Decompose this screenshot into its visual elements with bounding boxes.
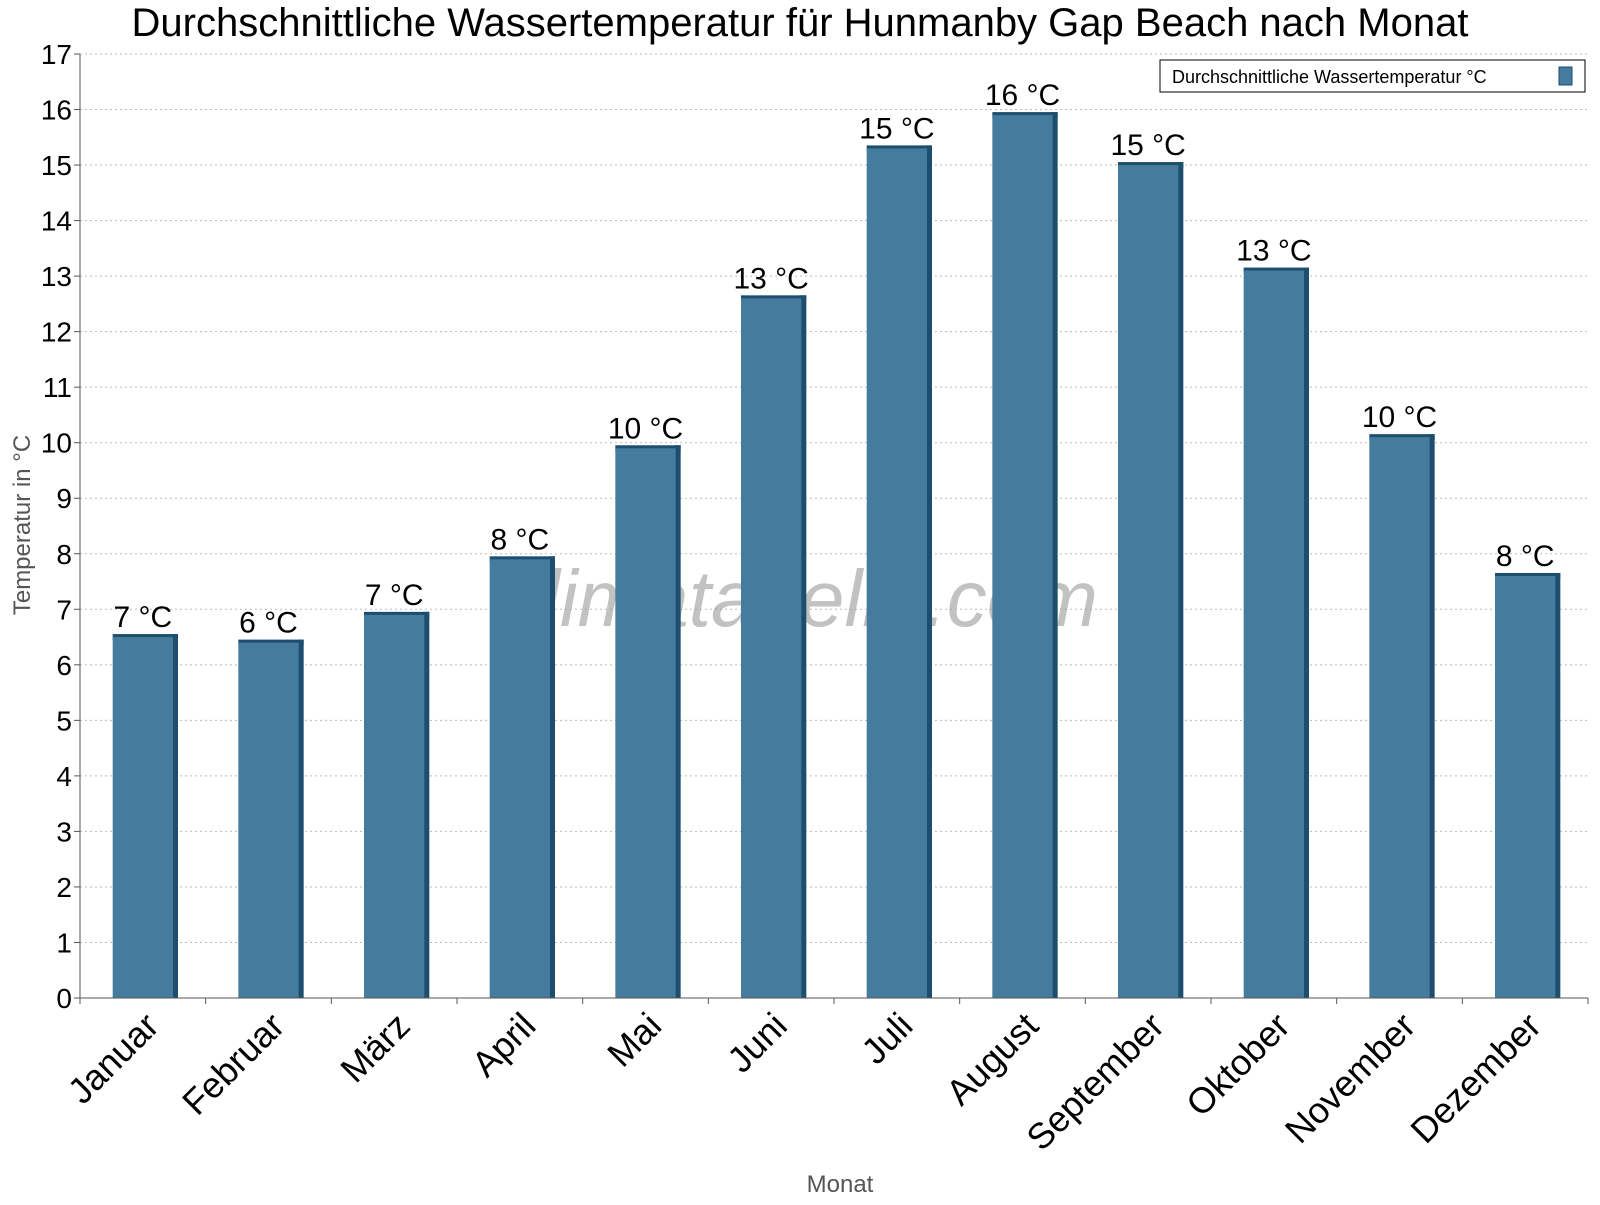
y-tick-label: 14 <box>41 206 72 237</box>
x-tick-label: April <box>464 1005 544 1085</box>
data-label: 8 °C <box>1496 540 1555 573</box>
x-tick-label: November <box>1277 1005 1423 1151</box>
y-tick-label: 13 <box>41 261 72 292</box>
gridlines <box>80 53 1588 943</box>
bar-side <box>171 634 178 998</box>
y-tick-label: 5 <box>56 705 72 736</box>
bar <box>1243 270 1304 998</box>
legend-swatch <box>1558 66 1573 86</box>
bars <box>112 112 1561 999</box>
y-tick-label: 6 <box>56 650 72 681</box>
bar-side <box>674 445 681 999</box>
bar-side <box>423 611 430 998</box>
bar-side <box>1302 267 1309 998</box>
bar-side <box>297 639 304 998</box>
x-tick-label: März <box>332 1005 418 1091</box>
y-tick-label: 8 <box>56 539 72 570</box>
legend: Durchschnittliche Wassertemperatur °C <box>1159 59 1586 93</box>
bar <box>489 559 550 998</box>
y-tick-label: 0 <box>56 983 72 1014</box>
data-label: 10 °C <box>608 412 683 445</box>
data-label: 15 °C <box>1110 129 1185 162</box>
data-label: 6 °C <box>239 607 298 640</box>
y-tick-label: 2 <box>56 872 72 903</box>
bar <box>992 115 1053 999</box>
data-label: 8 °C <box>490 523 549 556</box>
bar-side <box>548 556 555 998</box>
y-tick-label: 3 <box>56 816 72 847</box>
bar-side <box>1177 162 1184 998</box>
data-label: 16 °C <box>985 79 1060 112</box>
x-tick-label: August <box>938 1005 1046 1113</box>
y-tick-label: 7 <box>56 594 72 625</box>
x-tick-label: Dezember <box>1402 1005 1548 1151</box>
data-label: 7 °C <box>365 579 424 612</box>
data-labels: 7 °C 6 °C 7 °C 8 °C 10 °C 13 °C 15 °C 16 °C 15 °… <box>113 79 1554 640</box>
x-axis-ticks: Januar Februar März April Mai Juni Juli AugustS… <box>60 998 1589 1159</box>
x-tick-label: Januar <box>60 1005 167 1112</box>
legend-label: Durchschnittliche Wassertemperatur °C <box>1172 67 1487 87</box>
bar-side <box>925 145 932 998</box>
y-tick-label: 15 <box>41 150 72 181</box>
y-tick-label: 10 <box>41 428 72 459</box>
data-label: 10 °C <box>1362 401 1437 434</box>
bar-side <box>1051 112 1058 999</box>
x-tick-label: Juni <box>719 1005 795 1081</box>
y-tick-label: 11 <box>43 372 72 403</box>
bar <box>238 642 299 998</box>
bar <box>1495 575 1556 998</box>
y-tick-label: 12 <box>41 317 72 348</box>
x-tick-label: September <box>1018 1005 1172 1159</box>
legend-box <box>1159 59 1586 93</box>
bar <box>364 614 425 998</box>
x-tick-label: Juli <box>853 1005 920 1072</box>
bar <box>866 148 927 998</box>
x-tick-label: Oktober <box>1178 1005 1298 1125</box>
chart-title: Durchschnittliche Wassertemperatur für H… <box>132 1 1469 45</box>
axes <box>79 54 1588 999</box>
bar-side <box>1554 572 1561 998</box>
bar <box>1369 437 1430 998</box>
x-tick-label: Mai <box>599 1005 669 1075</box>
y-tick-label: 9 <box>56 483 72 514</box>
bar-side <box>1428 434 1435 998</box>
bar <box>741 298 802 998</box>
bar-side <box>800 295 807 998</box>
data-label: 13 °C <box>1236 235 1311 268</box>
bar <box>1118 165 1179 998</box>
y-tick-label: 16 <box>41 95 72 126</box>
y-tick-label: 1 <box>56 927 72 958</box>
data-label: 15 °C <box>859 112 934 145</box>
data-label: 7 °C <box>113 601 172 634</box>
y-tick-label: 17 <box>41 39 72 70</box>
bar <box>112 637 173 998</box>
y-axis-label: Temperatur in °C <box>9 435 36 615</box>
data-label: 13 °C <box>733 262 808 295</box>
y-tick-label: 4 <box>56 761 72 792</box>
x-axis-label: Monat <box>807 1171 874 1198</box>
bar <box>615 448 676 999</box>
x-tick-label: Februar <box>174 1005 292 1123</box>
